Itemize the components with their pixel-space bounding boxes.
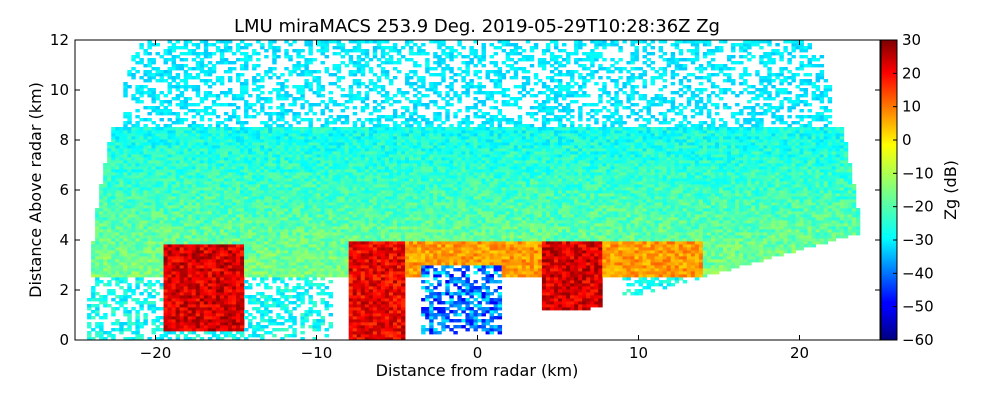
y-tick-label: 8: [59, 131, 69, 149]
colorbar-tick-label: −50: [902, 298, 934, 316]
chart-title: LMU miraMACS 253.9 Deg. 2019-05-29T10:28…: [234, 16, 720, 37]
colorbar-tick-label: 20: [902, 64, 921, 82]
colorbar-tick-label: −40: [902, 264, 934, 282]
colorbar-tick-label: 0: [902, 131, 912, 149]
x-tick-label: −10: [301, 344, 333, 362]
colorbar-tick-label: −30: [902, 231, 934, 249]
y-tick-label: 12: [50, 31, 69, 49]
x-axis-label: Distance from radar (km): [376, 361, 579, 380]
colorbar-label: Zg (dB): [941, 160, 960, 220]
x-tick-label: 10: [629, 344, 648, 362]
x-tick-label: 20: [790, 344, 809, 362]
colorbar-ticks: 30 20 10 0 −10 −20 −30 −40 −50 −60: [893, 31, 934, 349]
colorbar-tick-label: 10: [902, 98, 921, 116]
y-axis: 0 2 4 6 8 10 12: [50, 31, 880, 349]
colorbar-tick-label: −20: [902, 198, 934, 216]
colorbar-tick-label: −10: [902, 164, 934, 182]
colorbar-tick-label: 30: [902, 31, 921, 49]
y-tick-label: 2: [59, 281, 69, 299]
y-tick-label: 0: [59, 331, 69, 349]
reflectivity-field: [87, 40, 861, 340]
y-tick-label: 4: [59, 231, 69, 249]
plot-area: [87, 40, 861, 340]
colorbar: [880, 39, 898, 341]
x-tick-label: −20: [140, 344, 172, 362]
x-tick-label: 0: [473, 344, 483, 362]
colorbar-tick-label: −60: [902, 331, 934, 349]
x-axis: −20 −10 0 10 20: [140, 40, 809, 362]
y-tick-label: 6: [59, 181, 69, 199]
y-axis-label: Distance Above radar (km): [26, 82, 45, 298]
y-tick-label: 10: [50, 81, 69, 99]
